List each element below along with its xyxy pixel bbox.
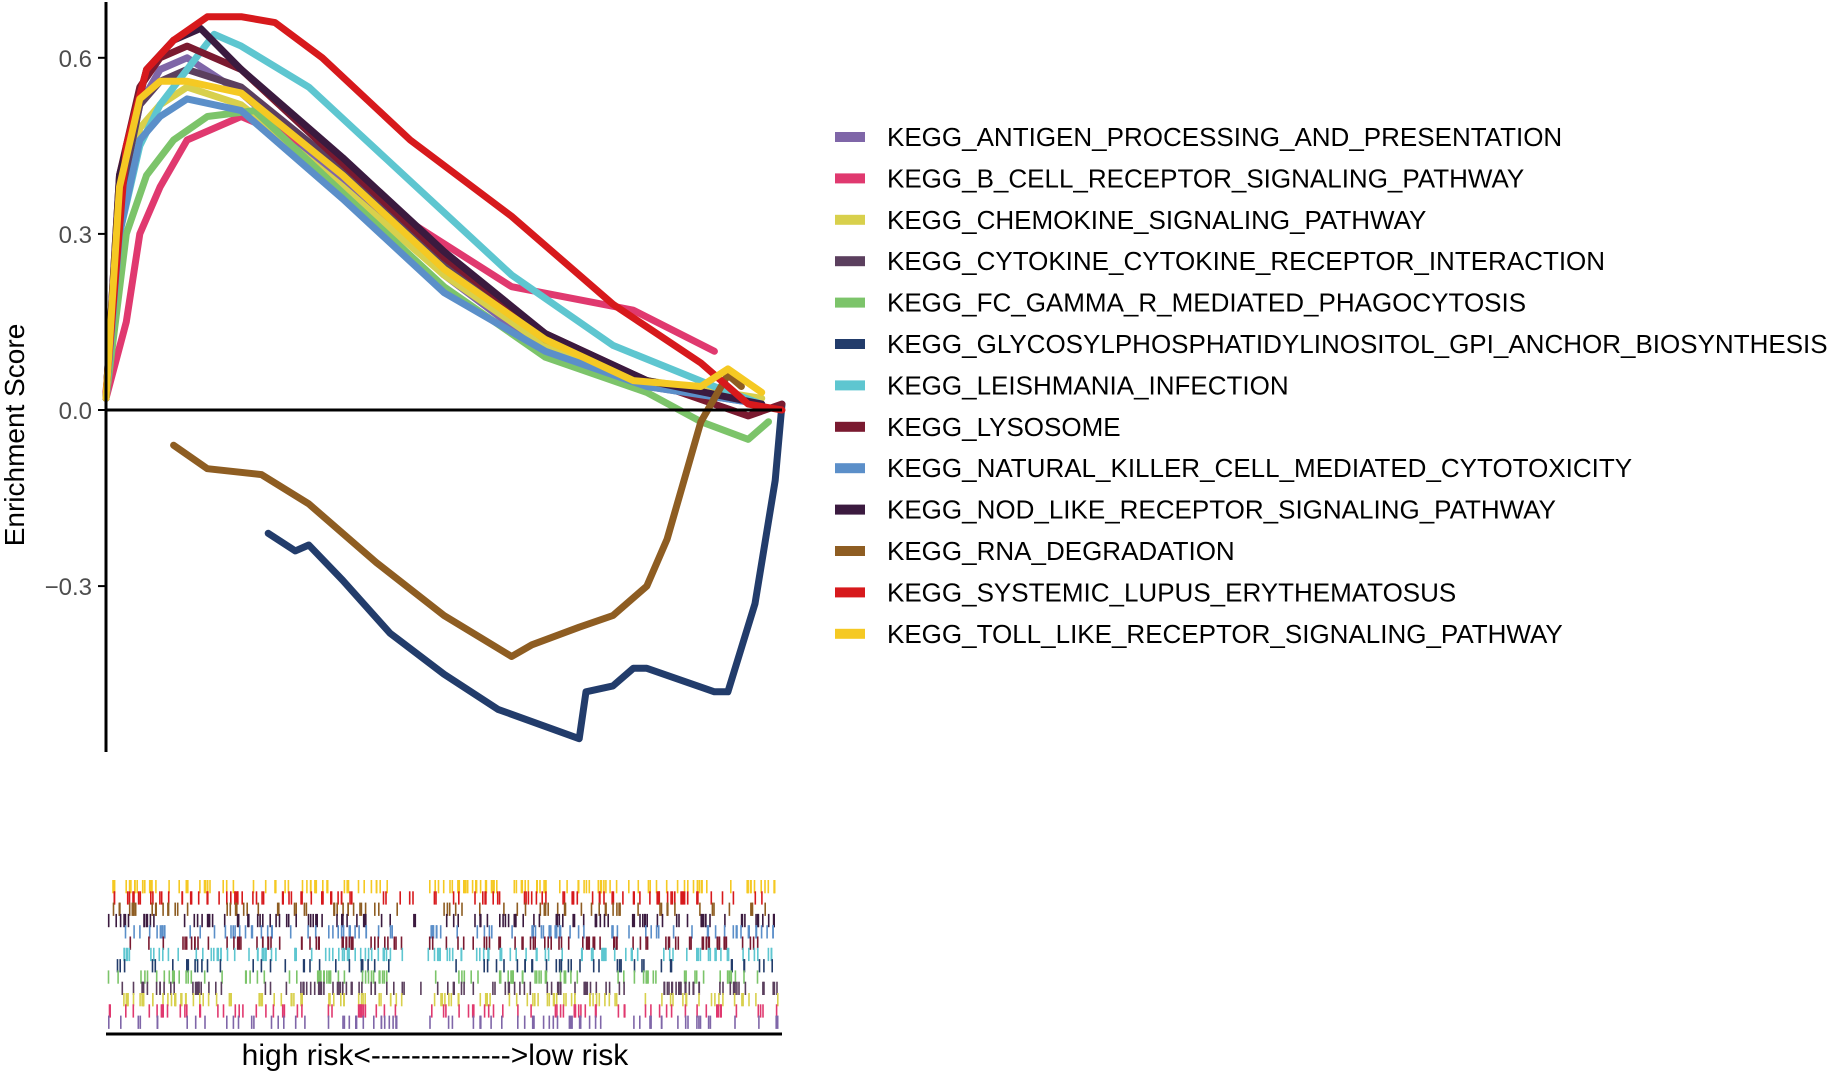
x-label-right: low risk	[528, 1039, 629, 1071]
y-axis-label: Enrichment Score	[0, 324, 30, 547]
legend-label: KEGG_ANTIGEN_PROCESSING_AND_PRESENTATION	[887, 122, 1562, 152]
series-line-2	[102, 113, 718, 402]
legend-label: KEGG_CHEMOKINE_SIGNALING_PATHWAY	[887, 205, 1426, 235]
legend-key	[835, 463, 865, 474]
legend-key	[835, 297, 865, 308]
y-tick-label: 0.3	[59, 222, 92, 249]
legend-label: KEGG_RNA_DEGRADATION	[887, 536, 1235, 566]
series-line-9	[102, 95, 766, 408]
series-line-11	[170, 371, 745, 660]
enrichment-curves	[102, 13, 786, 743]
legend-key	[835, 214, 865, 225]
legend-label: KEGG_CYTOKINE_CYTOKINE_RECEPTOR_INTERACT…	[887, 246, 1605, 276]
legend-label: KEGG_FC_GAMMA_R_MEDIATED_PHAGOCYTOSIS	[887, 288, 1526, 318]
y-tick-label: 0.0	[59, 398, 92, 425]
legend-key	[835, 587, 865, 598]
y-tick-label: 0.6	[59, 46, 92, 73]
legend-key	[835, 380, 865, 391]
legend-key	[835, 628, 865, 639]
x-label-arrow: <-------------->	[353, 1039, 528, 1071]
legend-key	[835, 546, 865, 556]
legend-label: KEGG_GLYCOSYLPHOSPHATIDYLINOSITOL_GPI_AN…	[887, 329, 1828, 359]
series-line-1	[102, 54, 766, 408]
legend-key	[835, 132, 865, 142]
y-axis-ticks: 0.6 0.3 0.0 −0.3	[45, 46, 106, 601]
x-label-left: high risk	[242, 1039, 355, 1071]
legend-label: KEGG_LYSOSOME	[887, 412, 1121, 442]
legend-label: KEGG_LEISHMANIA_INFECTION	[887, 370, 1289, 400]
rug-panel	[107, 880, 779, 1029]
legend-label: KEGG_TOLL_LIKE_RECEPTOR_SIGNALING_PATHWA…	[887, 619, 1563, 649]
series-line-6	[264, 400, 786, 743]
legend-label: KEGG_NATURAL_KILLER_CELL_MEDIATED_CYTOTO…	[887, 453, 1632, 483]
legend-key	[835, 173, 865, 184]
series-line-13	[102, 77, 766, 402]
legend-key	[835, 504, 865, 515]
legend-key	[835, 339, 865, 349]
x-axis-label: high risk<-------------->low risk	[242, 1039, 630, 1071]
y-tick-label: −0.3	[45, 574, 92, 601]
legend-label: KEGG_SYSTEMIC_LUPUS_ERYTHEMATOSUS	[887, 577, 1456, 607]
legend-key	[835, 256, 865, 267]
legend-label: KEGG_NOD_LIKE_RECEPTOR_SIGNALING_PATHWAY	[887, 495, 1556, 525]
legend: KEGG_ANTIGEN_PROCESSING_AND_PRESENTATION…	[835, 122, 1828, 649]
legend-key	[835, 421, 865, 432]
series-line-12	[102, 13, 786, 414]
legend-label: KEGG_B_CELL_RECEPTOR_SIGNALING_PATHWAY	[887, 163, 1524, 193]
